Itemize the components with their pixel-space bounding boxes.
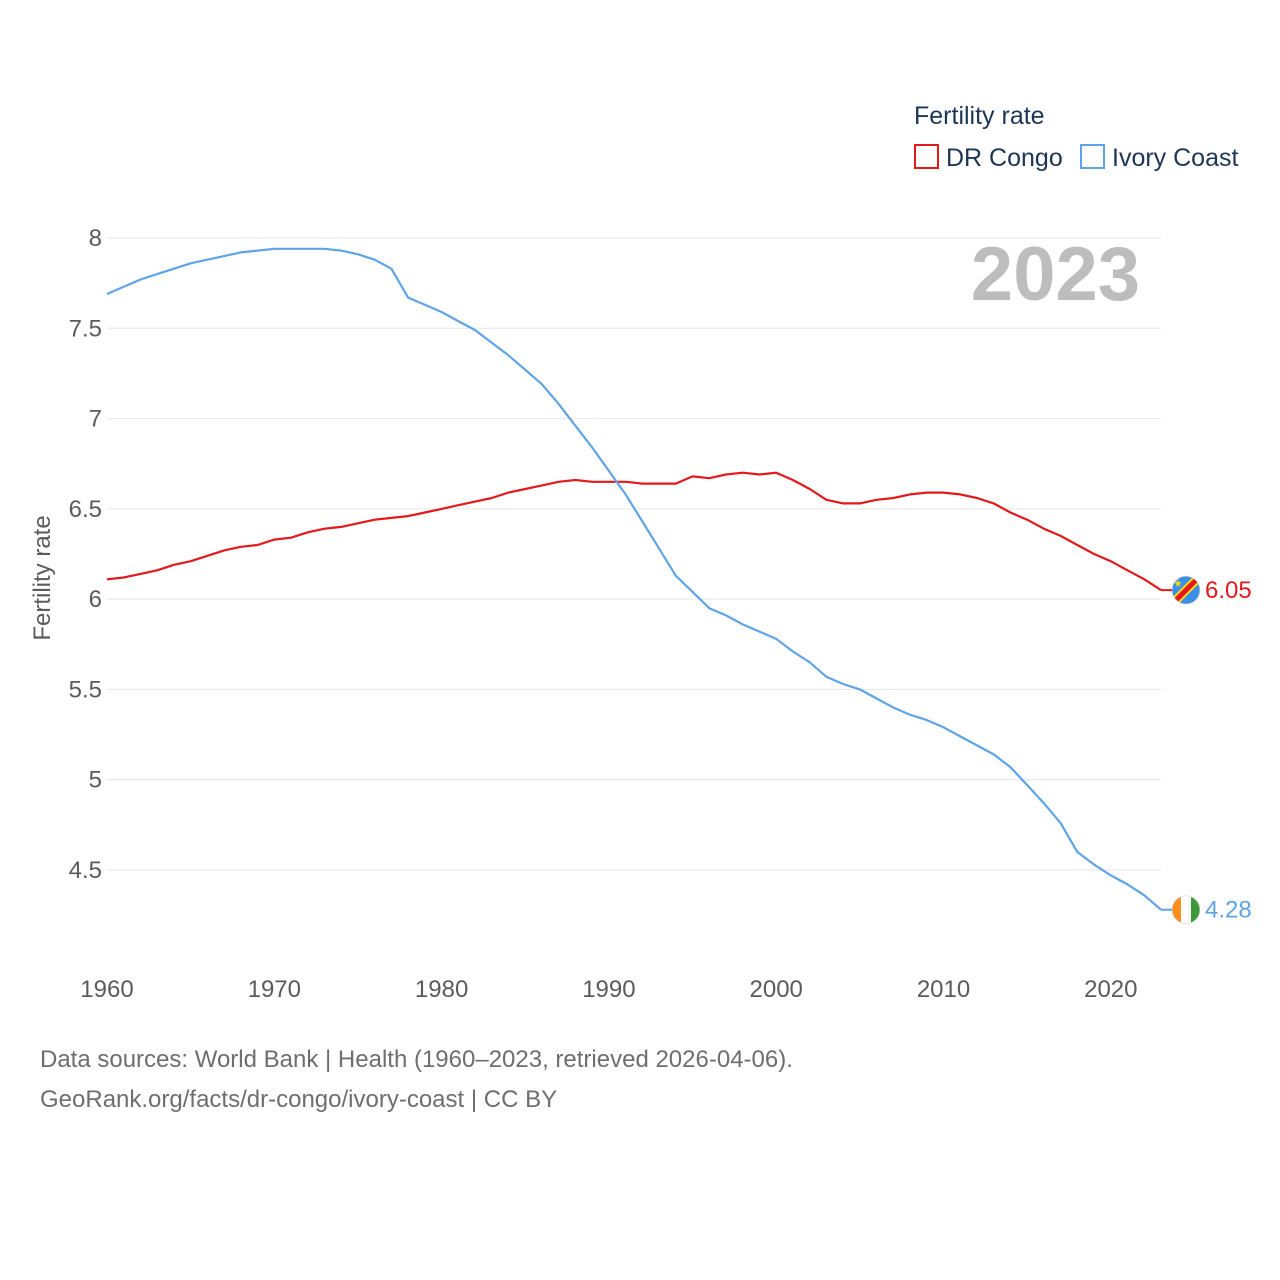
y-tick-label: 7 (89, 406, 102, 433)
y-tick-label: 5.5 (69, 676, 102, 703)
fertility-chart: 4.5 5 5.5 6 6.5 7 7.5 8 1960 1970 1980 1990 2000 201… (29, 102, 1252, 1003)
y-tick-label: 6 (89, 586, 102, 613)
x-tick-label: 1980 (415, 976, 468, 1003)
end-markers: 6.05 4.28 (1161, 575, 1252, 925)
legend: Fertility rate DR Congo Ivory Coast (914, 102, 1238, 172)
legend-label[interactable]: DR Congo (946, 144, 1063, 172)
year-label: 2023 (971, 232, 1140, 317)
end-value-label: 6.05 (1205, 577, 1252, 604)
legend-swatch-ivory-coast[interactable] (1080, 144, 1105, 169)
x-axis-ticks: 1960 1970 1980 1990 2000 2010 2020 (80, 976, 1137, 1003)
data-sources-text: Data sources: World Bank | Health (1960–… (40, 1046, 793, 1073)
x-tick-label: 2000 (750, 976, 803, 1003)
ivory-coast-flag-icon (1172, 895, 1200, 924)
x-tick-label: 1970 (248, 976, 301, 1003)
attribution-link[interactable]: GeoRank.org/facts/dr-congo/ivory-coast |… (40, 1086, 558, 1113)
y-tick-label: 8 (89, 225, 102, 252)
x-tick-label: 1960 (80, 976, 133, 1003)
x-tick-label: 2010 (917, 976, 970, 1003)
y-axis-title: Fertility rate (29, 515, 56, 640)
grid-lines (107, 237, 1161, 871)
end-value-label: 4.28 (1205, 897, 1252, 924)
series-line-ivory-coast (106, 247, 1162, 911)
y-tick-label: 5 (89, 767, 102, 794)
x-tick-label: 1990 (582, 976, 635, 1003)
footer: Data sources: World Bank | Health (1960–… (40, 1040, 793, 1120)
series-line-dr-congo (106, 471, 1162, 592)
y-axis-ticks: 4.5 5 5.5 6 6.5 7 7.5 8 (69, 225, 102, 884)
y-tick-label: 6.5 (69, 496, 102, 523)
dr-congo-flag-icon (1172, 576, 1200, 605)
y-tick-label: 7.5 (69, 315, 102, 342)
series-lines (106, 247, 1162, 911)
y-tick-label: 4.5 (69, 857, 102, 884)
legend-swatch-dr-congo[interactable] (914, 144, 939, 169)
legend-title: Fertility rate (914, 102, 1045, 130)
x-tick-label: 2020 (1084, 976, 1137, 1003)
legend-label[interactable]: Ivory Coast (1112, 144, 1238, 172)
